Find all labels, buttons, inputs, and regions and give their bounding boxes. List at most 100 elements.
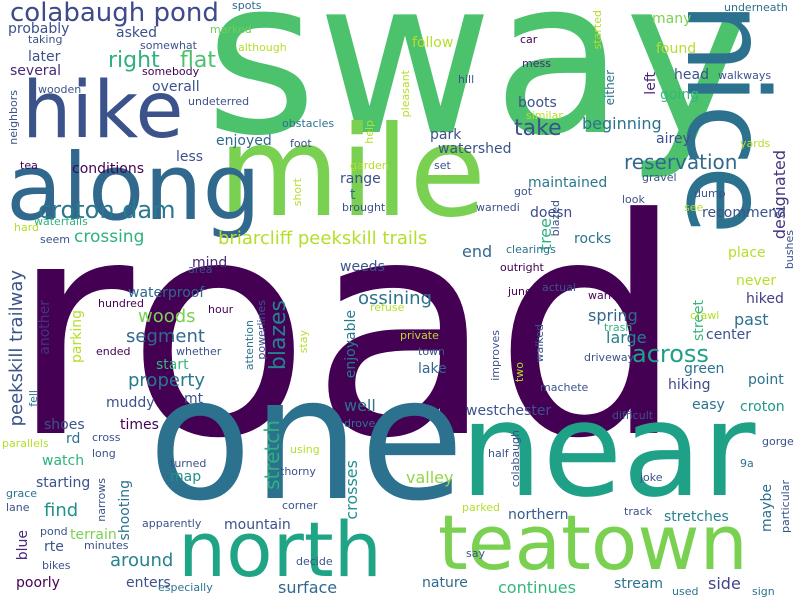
word-shooting: shooting xyxy=(117,480,133,541)
word-driveway: driveway xyxy=(584,351,635,364)
word-two: two xyxy=(513,362,526,383)
word-obstacles: obstacles xyxy=(282,117,335,130)
word-property: property xyxy=(128,370,206,391)
word-another: another xyxy=(37,300,53,355)
word-crossing: crossing xyxy=(74,227,145,247)
word-going: going xyxy=(660,87,700,103)
word-attention: attention xyxy=(243,320,256,371)
word-conditions: conditions xyxy=(72,161,145,177)
word-especially: especially xyxy=(158,581,213,594)
word-asked: asked xyxy=(116,25,157,41)
word-town: town xyxy=(418,345,446,358)
word-marked: marked xyxy=(210,23,252,36)
word-got: got xyxy=(514,185,533,198)
word-9a: 9a xyxy=(740,457,754,470)
word-taking: taking xyxy=(28,33,63,46)
word-thorny: thorny xyxy=(280,465,316,478)
word-warnedi: warnedi xyxy=(476,201,520,214)
word-continues: continues xyxy=(498,578,576,597)
word-improves: improves xyxy=(489,330,502,381)
word-short: short xyxy=(291,178,304,207)
word-start: start xyxy=(156,357,189,373)
word-shoes: shoes xyxy=(44,417,85,433)
word-mile: mile xyxy=(218,100,487,245)
word-difficult: difficult xyxy=(612,409,654,422)
word-rte: rte xyxy=(44,539,64,555)
word-poorly: poorly xyxy=(16,575,60,591)
word-although: although xyxy=(238,41,287,54)
word-refuse: refuse xyxy=(370,301,405,314)
word-decide: decide xyxy=(296,555,333,568)
word-outright: outright xyxy=(500,261,544,274)
word-lane: lane xyxy=(6,501,30,514)
word-wooden: wooden xyxy=(38,83,82,96)
word-valley: valley xyxy=(406,468,454,487)
word-somewhat: somewhat xyxy=(140,39,197,52)
word-crawl: crawl xyxy=(690,309,720,322)
word-hour: hour xyxy=(208,303,234,316)
word-gorge: gorge xyxy=(762,435,794,448)
word-blazes: blazes xyxy=(266,300,291,371)
word-mountain: mountain xyxy=(224,517,291,533)
word-blue: blue xyxy=(15,530,31,561)
word-side: side xyxy=(708,574,741,593)
word-pleasant: pleasant xyxy=(399,70,412,118)
word-beginning: beginning xyxy=(582,114,662,133)
word-cross: cross xyxy=(92,431,121,444)
word-waterproof: waterproof xyxy=(128,285,205,301)
word-colabaugh: colabaugh xyxy=(509,430,522,488)
word-north: north xyxy=(178,505,382,594)
word-machete: machete xyxy=(540,381,589,394)
word-left: left xyxy=(643,72,659,95)
word-stay: stay xyxy=(297,330,310,354)
word-muddy: muddy xyxy=(106,395,155,411)
word-say: say xyxy=(466,547,485,560)
word-rd: rd xyxy=(66,431,81,447)
word-westchester: westchester xyxy=(466,403,552,419)
word-point: point xyxy=(748,372,784,388)
word-pond: pond xyxy=(40,525,68,538)
word-grace: grace xyxy=(6,487,38,500)
word-used: used xyxy=(672,585,699,598)
word-lake: lake xyxy=(418,361,447,377)
word-ended: ended xyxy=(96,345,131,358)
word-clearings: clearings xyxy=(506,243,556,256)
word-corner: corner xyxy=(282,499,318,512)
word-airey: airey xyxy=(656,131,691,147)
word-hill: hill xyxy=(458,73,475,86)
word-gravel: gravel xyxy=(642,171,677,184)
word-half: half xyxy=(488,447,509,460)
word-drove: drove xyxy=(344,417,376,430)
word-long: long xyxy=(92,447,116,460)
word-particular: particular xyxy=(779,480,792,533)
word-undeterred: undeterred xyxy=(188,95,250,108)
word-hiked: hiked xyxy=(746,291,784,307)
word-end: end xyxy=(462,242,493,261)
word-garden: garden xyxy=(350,159,389,172)
word-segment: segment xyxy=(126,326,205,347)
word-parking: parking xyxy=(69,310,85,363)
word-dump: dump xyxy=(694,187,726,200)
word-either: either xyxy=(603,70,617,106)
word-right: right xyxy=(108,48,160,73)
word-flat: flat xyxy=(180,48,216,73)
word-around: around xyxy=(110,550,174,571)
word-past: past xyxy=(734,310,769,329)
word-walkways: walkways xyxy=(718,69,772,82)
word-peekskill-trailway: peekskill trailway xyxy=(6,270,27,427)
word-many: many xyxy=(652,11,692,27)
word-spring: spring xyxy=(588,306,638,325)
word-park: park xyxy=(430,127,462,143)
word-easy: easy xyxy=(692,397,725,413)
word-rocks: rocks xyxy=(574,231,612,247)
word-narrows: narrows xyxy=(95,478,108,522)
word-teatown: teatown xyxy=(438,498,748,587)
word-road: road xyxy=(10,155,685,504)
word-enjoyed: enjoyed xyxy=(216,133,272,149)
word-enters: enters xyxy=(126,575,171,591)
word-briarcliff-peekskill-trails: briarcliff peekskill trails xyxy=(218,228,428,249)
word-found: found xyxy=(656,41,697,57)
word-tea: tea xyxy=(20,159,38,172)
word-stretch: stretch xyxy=(260,420,284,490)
